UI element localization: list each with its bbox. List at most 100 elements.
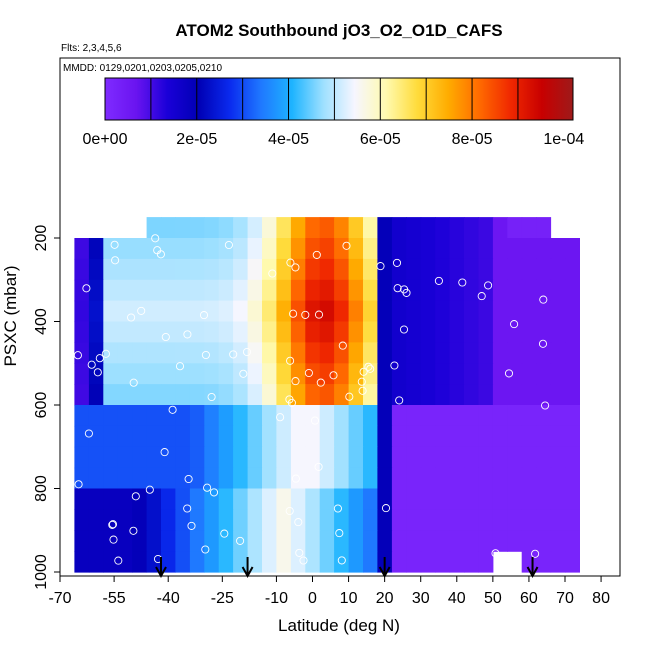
heatmap-cell [175,488,191,510]
heatmap-cell [175,509,191,531]
y-tick-label: 400 [33,308,50,335]
heatmap-cell [175,467,191,490]
x-tick-label: -40 [157,590,180,607]
heatmap-cell [88,530,104,552]
colorbar-tick-label: 4e-05 [268,131,309,148]
heatmap-cell [305,217,321,239]
heatmap-cell [204,258,220,281]
heatmap-cell [536,321,552,343]
heatmap-cell [348,467,364,490]
heatmap-cell [406,509,422,531]
heatmap-cell [276,321,292,343]
sample-marker [392,258,402,267]
heatmap-cell [117,488,133,510]
heatmap-cell [276,425,292,448]
sample-marker [84,429,93,438]
heatmap-cell [218,321,234,343]
heatmap-cell [247,279,263,302]
heatmap-cell [449,258,465,281]
sample-marker [304,368,313,378]
heatmap-cell [565,467,580,490]
heatmap-cell [492,363,508,385]
x-tick-label: 60 [520,590,538,607]
heatmap-cell [420,321,436,343]
heatmap-cell [420,238,436,260]
heatmap-cell [290,551,306,573]
heatmap-cell [117,363,133,385]
sample-marker [209,488,219,497]
sample-marker [220,529,229,538]
sample-marker [229,350,238,359]
heatmap-cell [435,217,451,239]
heatmap-cell [247,509,263,531]
heatmap-cell [391,279,407,302]
heatmap-cell [406,551,422,573]
heatmap-cell [550,238,566,260]
heatmap-cell [189,446,205,469]
heatmap-cell [161,258,176,281]
y-axis: 200 400 600 800 1000 [33,225,60,590]
heatmap-cell [550,467,566,490]
heatmap-cell [492,279,508,302]
heatmap-cell [536,300,552,323]
heatmap-cell [550,551,566,573]
heatmap-cell [391,258,407,281]
heatmap-cell [103,363,119,385]
heatmap-cell [74,321,90,343]
sample-marker [538,339,548,348]
heatmap-cell [146,425,162,448]
heatmap-cell [536,530,552,552]
sample-marker [390,361,399,370]
sample-marker [402,288,411,297]
heatmap-cell [290,488,306,510]
sample-marker [184,474,193,484]
heatmap-cell [363,238,378,260]
heatmap-cell [521,405,537,427]
heatmap-cell [449,279,465,302]
heatmap-cell [464,405,479,427]
heatmap-cell [550,530,566,552]
heatmap-cell [204,488,220,510]
heatmap-cell [88,363,104,385]
heatmap-cell [550,488,566,510]
heatmap-cell [435,405,451,427]
heatmap-cell [218,258,234,281]
heatmap-cell [175,551,191,573]
heatmap-cell [507,279,523,302]
heatmap-cell [161,279,176,302]
heatmap-cell [348,363,364,385]
heatmap-cell [363,509,378,531]
sample-marker [239,369,248,378]
x-tick-label: 20 [376,590,394,607]
heatmap-cell [247,238,263,260]
heatmap-cell [204,238,220,260]
heatmap-cell [334,300,350,323]
heatmap-cell [348,238,364,260]
heatmap-cell [478,300,494,323]
heatmap-cell [262,279,277,302]
heatmap-cell [132,238,148,260]
heatmap-cell [146,321,162,343]
heatmap-cell [103,300,119,323]
sample-marker [434,276,443,285]
heatmap-cell [146,384,162,406]
heatmap-cell [175,279,191,302]
heatmap-cell [464,258,479,281]
heatmap-cell [478,321,494,343]
heatmap-cell [391,467,407,490]
heatmap-cell [262,238,277,260]
sample-marker [74,480,83,489]
heatmap-cell [103,530,119,552]
sample-marker [376,262,385,271]
heatmap-cell [88,300,104,323]
heatmap-cell [348,551,364,573]
heatmap-cell [492,467,508,490]
heatmap-cell [161,217,176,239]
heatmap-cell [507,488,523,510]
colorbar-tick-label: 8e-05 [452,131,493,148]
heatmap-cell [103,279,119,302]
heatmap-cell [449,300,465,323]
heatmap-cell [247,300,263,323]
heatmap-cell [247,258,263,281]
sample-marker [207,392,216,402]
